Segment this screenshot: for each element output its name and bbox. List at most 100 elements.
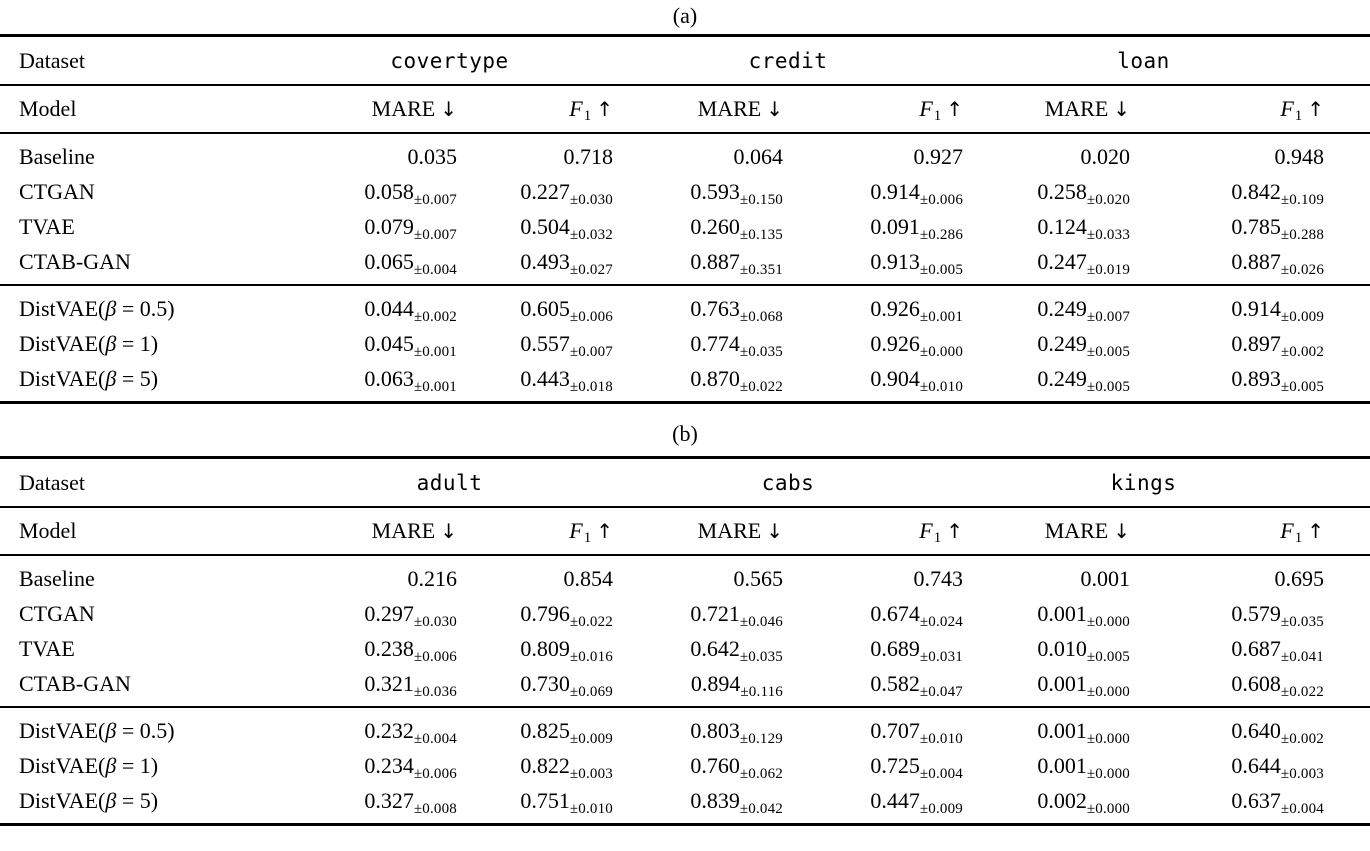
- metric-value: 0.058: [364, 179, 414, 204]
- metric-value-cell: 0.091±0.286: [783, 209, 963, 244]
- up-arrow-icon: ↑: [1307, 519, 1325, 543]
- metric-value: 0.327: [364, 788, 414, 813]
- metric-value: 0.504: [520, 214, 570, 239]
- model-name-text: = 1): [116, 331, 159, 356]
- dataset-name-adult: adult: [286, 457, 613, 508]
- metric-value: 0.079: [364, 214, 414, 239]
- metric-value-cell: 0.557±0.007: [457, 326, 613, 361]
- std-dev-value: ±0.000: [1086, 614, 1131, 630]
- metric-value-cell: 0.249±0.007: [963, 284, 1131, 326]
- metric-value: 0.707: [870, 718, 920, 743]
- model-name: CTGAN: [19, 179, 95, 204]
- metric-value: 0.249: [1037, 366, 1087, 391]
- results-table-a: Dataset covertype credit loan Model MARE…: [0, 34, 1370, 404]
- metric-value: 0.914: [1231, 296, 1281, 321]
- metric-value: 0.822: [520, 753, 570, 778]
- metric-value-cell: 0.725±0.004: [783, 748, 963, 783]
- metric-value: 0.297: [364, 601, 414, 626]
- std-dev-value: ±0.024: [919, 614, 964, 630]
- model-name-text: DistVAE(: [19, 718, 106, 743]
- f1-subscript: 1: [933, 530, 942, 546]
- dataset-header-label: Dataset: [0, 35, 286, 86]
- f1-subscript: 1: [583, 530, 592, 546]
- up-arrow-icon: ↑: [1307, 97, 1325, 121]
- mare-label: MARE: [1044, 518, 1109, 543]
- metric-header-row: Model MARE ↓ F1 ↑ MARE ↓ F1 ↑ MARE ↓ F1 ↑: [0, 85, 1370, 134]
- down-arrow-icon: ↓: [766, 97, 784, 121]
- metric-value: 0.718: [563, 144, 614, 169]
- f1-subscript: 1: [583, 108, 592, 124]
- metric-value: 0.002: [1037, 788, 1087, 813]
- metric-value: 0.443: [520, 366, 570, 391]
- metric-value-cell: 0.020: [963, 133, 1131, 174]
- dataset-name-credit: credit: [613, 35, 964, 86]
- metric-value: 0.796: [520, 601, 570, 626]
- f1-subscript: 1: [1294, 530, 1303, 546]
- metric-value: 0.809: [520, 636, 570, 661]
- table-row: DistVAE(β = 1) 0.045±0.001 0.557±0.007 0.77…: [0, 326, 1370, 361]
- up-arrow-icon: ↑: [596, 519, 613, 543]
- metric-value-cell: 0.001: [963, 555, 1131, 596]
- up-arrow-icon: ↑: [946, 519, 964, 543]
- metric-value: 0.642: [690, 636, 740, 661]
- table-row: TVAE 0.238±0.006 0.809±0.016 0.642±0.035 0.6…: [0, 631, 1370, 666]
- model-name-text: DistVAE(: [19, 331, 106, 356]
- model-name-text: DistVAE(: [19, 753, 106, 778]
- metric-value-cell: 0.842±0.109: [1130, 174, 1370, 209]
- metric-value-cell: 0.894±0.116: [613, 666, 783, 707]
- table-row: CTGAN 0.297±0.030 0.796±0.022 0.721±0.046 0.…: [0, 596, 1370, 631]
- f1-label: F: [569, 96, 583, 121]
- metric-value-cell: 0.854: [457, 555, 614, 596]
- metric-value-cell: 0.065±0.004: [286, 244, 457, 285]
- metric-value: 0.825: [520, 718, 570, 743]
- metric-value-cell: 0.605±0.006: [457, 284, 614, 326]
- std-dev-value: ±0.009: [569, 731, 613, 747]
- dataset-header-row: Dataset covertype credit loan: [0, 35, 1370, 86]
- table-a-header: Dataset covertype credit loan Model MARE…: [0, 35, 1370, 134]
- table-row: CTAB-GAN 0.321±0.036 0.730±0.069 0.894±0.11…: [0, 666, 1370, 707]
- down-arrow-icon: ↓: [1113, 97, 1131, 121]
- std-dev-value: ±0.000: [919, 344, 964, 360]
- f1-label: F: [1280, 96, 1294, 121]
- metric-value: 0.730: [520, 671, 570, 696]
- std-dev-value: ±0.022: [569, 614, 613, 630]
- table-row: Baseline 0.035 0.718 0.064 0.927 0.020 0.948: [0, 133, 1370, 174]
- metric-value-cell: 0.927: [783, 133, 964, 174]
- metric-value: 0.044: [364, 296, 414, 321]
- std-dev-value: ±0.004: [413, 262, 457, 278]
- metric-value: 0.897: [1231, 331, 1281, 356]
- metric-value: 0.926: [870, 331, 920, 356]
- model-name: DistVAE(β = 1): [0, 748, 286, 783]
- table-row: DistVAE(β = 5) 0.063±0.001 0.443±0.018 0.87…: [0, 361, 1370, 403]
- metric-value-cell: 0.035: [286, 133, 458, 174]
- metric-value: 0.637: [1231, 788, 1281, 813]
- metric-value-cell: 0.695: [1130, 555, 1370, 596]
- metric-value-cell: 0.707±0.010: [783, 706, 964, 748]
- metric-value: 0.247: [1037, 249, 1087, 274]
- metric-value-cell: 0.687±0.041: [1130, 631, 1370, 666]
- dataset-name-loan: loan: [963, 35, 1370, 86]
- metric-value: 0.887: [1231, 249, 1281, 274]
- metric-value-cell: 0.674±0.024: [783, 596, 963, 631]
- metric-value: 0.001: [1037, 601, 1087, 626]
- std-dev-value: ±0.068: [739, 309, 784, 325]
- metric-value: 0.001: [1080, 566, 1131, 591]
- std-dev-value: ±0.027: [569, 262, 614, 278]
- model-name: TVAE: [19, 214, 75, 239]
- std-dev-value: ±0.006: [413, 649, 457, 665]
- std-dev-value: ±0.116: [740, 684, 783, 700]
- metric-value: 0.565: [733, 566, 784, 591]
- dataset-name-kings: kings: [963, 457, 1370, 508]
- std-dev-value: ±0.030: [569, 192, 614, 208]
- metric-value: 0.020: [1080, 144, 1131, 169]
- std-dev-value: ±0.129: [739, 731, 783, 747]
- std-dev-value: ±0.001: [919, 309, 964, 325]
- std-dev-value: ±0.005: [1086, 649, 1131, 665]
- std-dev-value: ±0.135: [739, 227, 784, 243]
- metric-value: 0.321: [364, 671, 414, 696]
- std-dev-value: ±0.026: [1280, 262, 1325, 278]
- std-dev-value: ±0.009: [919, 801, 964, 817]
- metric-value-cell: 0.582±0.047: [783, 666, 963, 707]
- metric-value-cell: 0.785±0.288: [1130, 209, 1370, 244]
- metric-value: 0.803: [690, 718, 740, 743]
